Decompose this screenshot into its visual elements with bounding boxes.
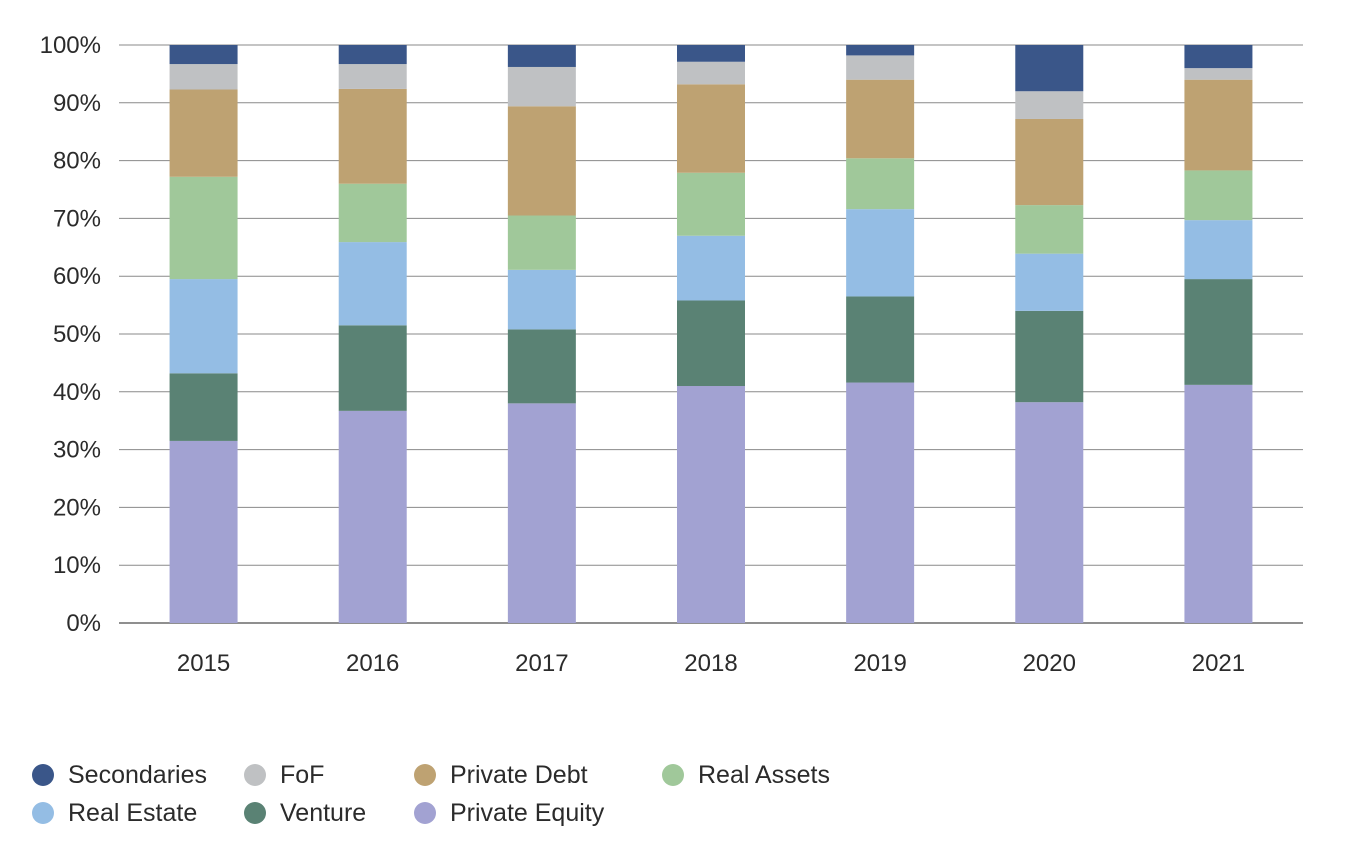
bar-segment-venture-2018 bbox=[677, 300, 745, 387]
bar-segment-private-equity-2021 bbox=[1184, 384, 1253, 623]
bar-segment-real-estate-2018 bbox=[677, 235, 745, 301]
bar-segment-secondaries-2020 bbox=[1015, 45, 1084, 92]
legend-swatch-icon bbox=[414, 764, 436, 786]
legend-label: Real Estate bbox=[68, 798, 198, 827]
y-tick-label: 80% bbox=[53, 148, 101, 175]
bar-segment-venture-2017 bbox=[507, 329, 576, 404]
y-tick-label: 20% bbox=[53, 494, 101, 521]
bar-segment-real-assets-2020 bbox=[1015, 205, 1084, 254]
bar-segment-private-debt-2017 bbox=[507, 106, 576, 216]
bar-segment-private-debt-2019 bbox=[846, 79, 915, 159]
legend-label: Secondaries bbox=[68, 760, 207, 789]
legend-item: Secondaries bbox=[32, 761, 244, 790]
bar-segment-private-debt-2016 bbox=[338, 88, 407, 184]
x-tick-label: 2021 bbox=[1192, 650, 1245, 677]
bar-segment-private-equity-2018 bbox=[677, 386, 745, 623]
bar-segment-fof-2020 bbox=[1015, 91, 1084, 119]
legend-swatch-icon bbox=[244, 764, 266, 786]
bar-segment-fof-2017 bbox=[507, 66, 576, 107]
bar-segment-fof-2019 bbox=[846, 55, 915, 80]
y-tick-label: 70% bbox=[53, 205, 101, 232]
bar-segment-real-estate-2019 bbox=[846, 209, 915, 297]
stacked-bar-chart: 0% 10% 20% 30% 40% 50% 60% 70% 80% 90% 100% 2015 201… bbox=[40, 32, 1303, 677]
legend-label: FoF bbox=[280, 760, 325, 789]
bar-segment-private-debt-2020 bbox=[1015, 118, 1084, 206]
bar-segment-real-estate-2021 bbox=[1184, 220, 1253, 280]
bar-segment-secondaries-2019 bbox=[846, 45, 915, 56]
legend-item: Venture bbox=[244, 799, 414, 828]
y-tick-label: 40% bbox=[53, 379, 101, 406]
y-tick-label: 50% bbox=[53, 321, 101, 348]
bar-segment-secondaries-2021 bbox=[1184, 45, 1253, 69]
bar-segment-real-estate-2015 bbox=[169, 279, 238, 374]
legend-swatch-icon bbox=[414, 802, 436, 824]
x-tick-label: 2016 bbox=[346, 650, 399, 677]
x-tick-label: 2020 bbox=[1023, 650, 1076, 677]
bar-segment-fof-2021 bbox=[1184, 68, 1253, 80]
legend-swatch-icon bbox=[32, 764, 54, 786]
legend-swatch-icon bbox=[32, 802, 54, 824]
y-tick-label: 10% bbox=[53, 552, 101, 579]
bar-segment-fof-2015 bbox=[169, 64, 238, 90]
x-tick-label: 2015 bbox=[177, 650, 230, 677]
bar-segment-fof-2018 bbox=[677, 61, 745, 85]
y-tick-label: 30% bbox=[53, 437, 101, 464]
bar-segment-real-assets-2018 bbox=[677, 172, 745, 236]
bar-segment-private-equity-2016 bbox=[338, 410, 407, 623]
x-tick-label: 2018 bbox=[684, 650, 737, 677]
legend-label: Venture bbox=[280, 798, 367, 827]
legend-label: Real Assets bbox=[698, 760, 831, 789]
y-tick-label: 90% bbox=[53, 90, 101, 117]
bar-segment-real-estate-2017 bbox=[507, 269, 576, 330]
chart-legend: Secondaries FoF Private Debt Real Assets Rea… bbox=[32, 756, 1032, 832]
bar-segment-private-debt-2021 bbox=[1184, 79, 1253, 171]
bar-segment-private-equity-2020 bbox=[1015, 402, 1084, 623]
legend-label: Private Debt bbox=[450, 760, 588, 789]
bar-segment-secondaries-2018 bbox=[677, 45, 745, 62]
bar-segment-secondaries-2016 bbox=[338, 45, 407, 65]
bar-segment-real-assets-2017 bbox=[507, 215, 576, 270]
y-tick-label: 100% bbox=[40, 32, 101, 59]
x-tick-label: 2019 bbox=[853, 650, 906, 677]
bar-segment-real-assets-2016 bbox=[338, 183, 407, 243]
bar-segment-venture-2020 bbox=[1015, 310, 1084, 403]
bar-segment-fof-2016 bbox=[338, 64, 407, 89]
legend-swatch-icon bbox=[662, 764, 684, 786]
legend-swatch-icon bbox=[244, 802, 266, 824]
bar-segment-venture-2016 bbox=[338, 325, 407, 411]
x-tick-label: 2017 bbox=[515, 650, 568, 677]
legend-row: Real Estate Venture Private Equity bbox=[32, 794, 1032, 832]
y-tick-label: 60% bbox=[53, 263, 101, 290]
legend-item: Private Debt bbox=[414, 761, 662, 790]
bar-segment-real-estate-2016 bbox=[338, 242, 407, 326]
bar-segment-private-equity-2015 bbox=[169, 440, 238, 623]
bar-segment-private-equity-2019 bbox=[846, 382, 915, 623]
legend-item: Real Assets bbox=[662, 761, 912, 790]
bar-segment-secondaries-2017 bbox=[507, 45, 576, 67]
legend-item: Private Equity bbox=[414, 799, 662, 828]
bar-segment-real-assets-2015 bbox=[169, 176, 238, 280]
chart-canvas: 0% 10% 20% 30% 40% 50% 60% 70% 80% 90% 100% 2015 201… bbox=[40, 32, 1303, 677]
bar-segment-real-assets-2021 bbox=[1184, 170, 1253, 221]
bar-segment-venture-2015 bbox=[169, 373, 238, 441]
bar-segment-private-equity-2017 bbox=[507, 403, 576, 623]
bar-segment-venture-2021 bbox=[1184, 279, 1253, 385]
legend-item: FoF bbox=[244, 761, 414, 790]
bar-segment-private-debt-2015 bbox=[169, 89, 238, 177]
bar-segment-venture-2019 bbox=[846, 296, 915, 383]
bar-segment-real-estate-2020 bbox=[1015, 253, 1084, 311]
bar-segment-secondaries-2015 bbox=[169, 45, 238, 65]
y-tick-label: 0% bbox=[66, 610, 101, 637]
bar-segment-real-assets-2019 bbox=[846, 158, 915, 210]
bar-segment-private-debt-2018 bbox=[677, 84, 745, 173]
legend-item: Real Estate bbox=[32, 799, 244, 828]
legend-label: Private Equity bbox=[450, 798, 605, 827]
legend-row: Secondaries FoF Private Debt Real Assets bbox=[32, 756, 1032, 794]
